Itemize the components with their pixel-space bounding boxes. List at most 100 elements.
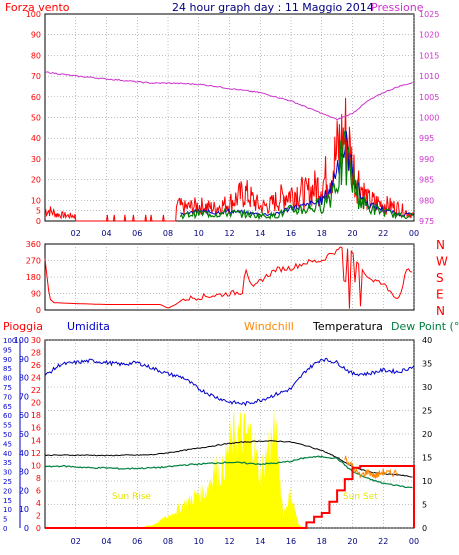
wind-x-tick-label: 04 [101,229,111,238]
rain-tick-label: 50 [3,431,12,439]
direction-tick-label: 90 [31,290,41,299]
thermo-x-tick-label: 08 [163,537,173,546]
mid-tick-label: 26 [31,361,41,370]
mid-tick-label: 12 [31,449,41,458]
temperature-label: Temperatura [312,320,383,333]
humidity-tick-label: 20 [19,486,29,495]
wind-x-tick-label: 22 [378,229,388,238]
windchill-label: Windchill [244,320,294,333]
mid-tick-label: 14 [31,436,41,445]
compass-label: N [436,238,445,252]
humidity-tick-label: 60 [19,411,29,420]
mid-tick-label: 4 [36,499,41,508]
mid-tick-label: 24 [31,374,41,383]
rain-tick-label: 20 [3,487,12,495]
humidity-tick-label: 10 [19,505,29,514]
pressure-tick-label: 1025 [419,10,439,19]
wind-tick-label: 90 [31,31,41,40]
mid-tick-label: 2 [36,511,41,520]
pressure-tick-label: 990 [419,155,434,164]
humidity-tick-label: 30 [19,468,29,477]
wind-panel-frame [44,13,415,222]
dewpoint-series [44,455,413,489]
rain-tick-label: 5 [3,516,7,524]
mid-tick-label: 20 [31,399,41,408]
dewpoint-label: Dew Point (°C [391,320,459,333]
thermo-x-tick-label: 10 [194,537,204,546]
rain-tick-label: 95 [3,346,12,354]
sun-set-annotation: Sun Set [343,492,378,502]
rain-tick-label: 60 [3,412,12,420]
temp-tick-label: 30 [422,383,432,392]
temp-tick-label: 15 [422,454,432,463]
temp-tick-label: 10 [422,477,432,486]
mid-tick-label: 0 [36,524,41,533]
rain-tick-label: 85 [3,365,12,373]
wind-tick-label: 60 [31,93,41,102]
rain-tick-label: 35 [3,459,12,467]
direction-tick-label: 180 [26,273,41,282]
wind-tick-label: 100 [26,10,41,19]
humidity-tick-label: 90 [19,355,29,364]
temp-tick-label: 20 [422,430,432,439]
wind-x-tick-label: 02 [71,229,81,238]
rain-tick-label: 55 [3,422,12,430]
rain-tick-label: 100 [3,337,16,345]
humidity-tick-label: 80 [19,374,29,383]
rain-tick-label: 30 [3,469,12,477]
mid-tick-label: 10 [31,461,41,470]
pressure-tick-label: 980 [419,196,434,205]
direction-tick-label: 0 [36,306,41,315]
mid-tick-label: 30 [31,336,41,345]
rain-tick-label: 10 [3,506,12,514]
wind-x-tick-label: 18 [317,229,327,238]
thermo-x-tick-label: 20 [347,537,357,546]
pressure-tick-label: 995 [419,134,434,143]
humidity-label: Umidita [67,320,110,333]
compass-label: N [436,304,445,318]
thermo-x-tick-label: 02 [71,537,81,546]
thermo-x-tick-label: 14 [255,537,265,546]
chart-title: 24 hour graph day : 11 Maggio 2014 [172,1,374,14]
wind-x-tick-label: 14 [255,229,265,238]
wind-tick-label: 40 [31,134,41,143]
temp-tick-label: 25 [422,407,432,416]
rain-tick-label: 0 [3,525,7,533]
rain-tick-label: 25 [3,478,12,486]
wind-tick-label: 20 [31,176,41,185]
wind-tick-label: 0 [36,217,41,226]
compass-label: E [436,288,444,302]
wind-x-tick-label: 16 [286,229,296,238]
wind-tick-label: 80 [31,51,41,60]
mid-tick-label: 16 [31,424,41,433]
solar-radiation-area [45,409,414,528]
thermo-x-tick-label: 12 [224,537,234,546]
wind-speed-series [179,129,415,221]
wind-average-series [180,130,415,217]
thermo-x-tick-label: 16 [286,537,296,546]
wind-x-tick-label: 08 [163,229,173,238]
humidity-tick-label: 70 [19,392,29,401]
temp-tick-label: 0 [422,524,427,533]
pressure-tick-label: 985 [419,176,434,185]
sun-rise-annotation: Sun Rise [112,492,151,502]
rain-tick-label: 70 [3,393,12,401]
wind-direction-series [44,246,413,309]
thermo-x-tick-label: 00 [409,537,419,546]
temp-tick-label: 5 [422,501,427,510]
pressure-axis-label: Pressione [371,1,424,14]
wind-tick-label: 70 [31,72,41,81]
pressure-tick-label: 1015 [419,51,439,60]
wind-x-tick-label: 10 [194,229,204,238]
wind-tick-label: 30 [31,155,41,164]
mid-tick-label: 28 [31,349,41,358]
thermo-x-tick-label: 18 [317,537,327,546]
rain-label: Pioggia [3,320,43,333]
mid-tick-label: 18 [31,411,41,420]
rain-tick-label: 15 [3,497,12,505]
direction-tick-label: 270 [26,257,41,266]
humidity-tick-label: 0 [24,524,29,533]
humidity-series [44,357,415,407]
direction-tick-label: 360 [26,240,41,249]
